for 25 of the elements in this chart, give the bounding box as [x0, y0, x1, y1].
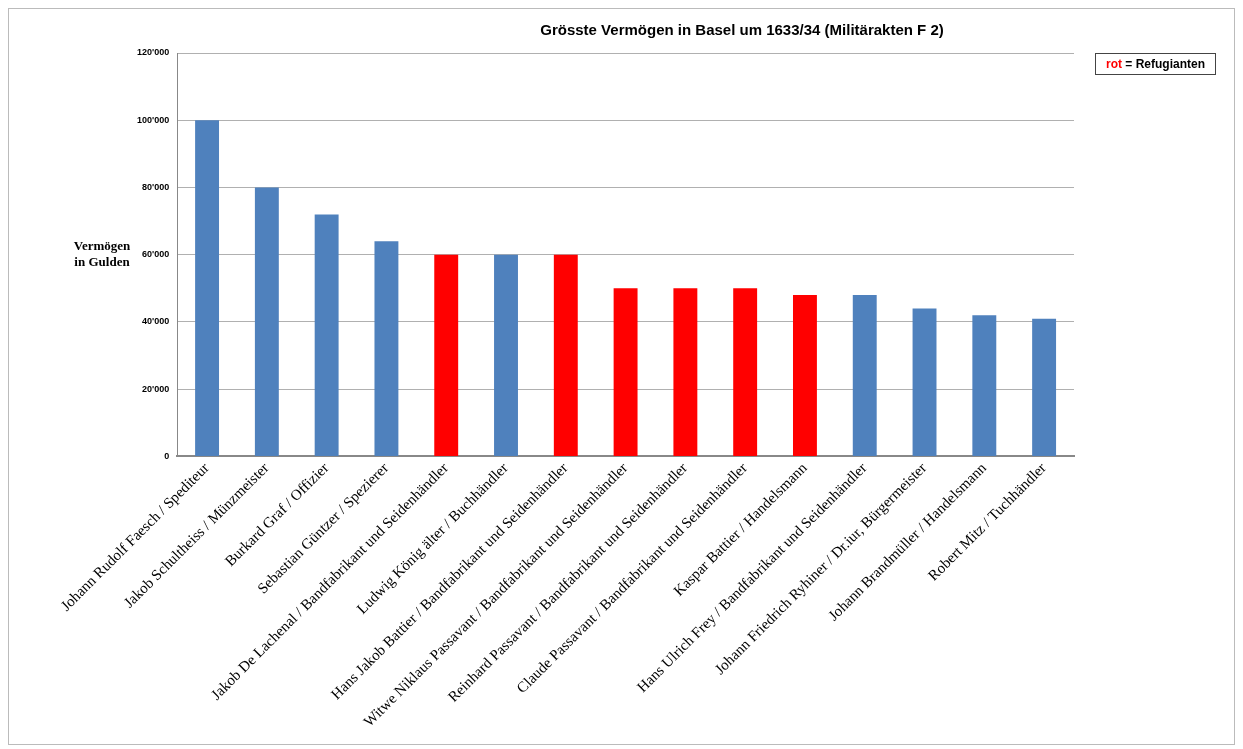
bar — [195, 120, 220, 456]
bar — [673, 288, 698, 456]
bar — [852, 295, 877, 456]
bar — [613, 288, 638, 456]
bar — [494, 254, 518, 456]
bar — [912, 308, 937, 456]
bar — [314, 214, 339, 456]
bar — [434, 254, 459, 456]
y-tick-label: 100'000 — [136, 114, 170, 125]
bar — [374, 241, 399, 456]
y-tick-label: 20'000 — [142, 383, 170, 394]
bar — [972, 315, 997, 456]
bar — [254, 187, 279, 456]
y-tick-label: 80'000 — [142, 181, 170, 192]
bar — [733, 288, 758, 456]
bar — [553, 254, 578, 456]
y-tick-label: 40'000 — [142, 316, 170, 327]
chart-title: Grösste Vermögen in Basel um 1633/34 (Militärakten F 2) — [540, 21, 944, 39]
bar — [1032, 318, 1057, 456]
y-tick-label: 60'000 — [142, 249, 170, 260]
bar — [792, 295, 817, 456]
y-tick-label: 120'000 — [136, 47, 170, 58]
y-axis-title: Vermögen in Gulden — [73, 238, 132, 270]
y-tick-label: 0 — [164, 450, 170, 461]
text: rot = Refugianten — [1105, 57, 1205, 71]
